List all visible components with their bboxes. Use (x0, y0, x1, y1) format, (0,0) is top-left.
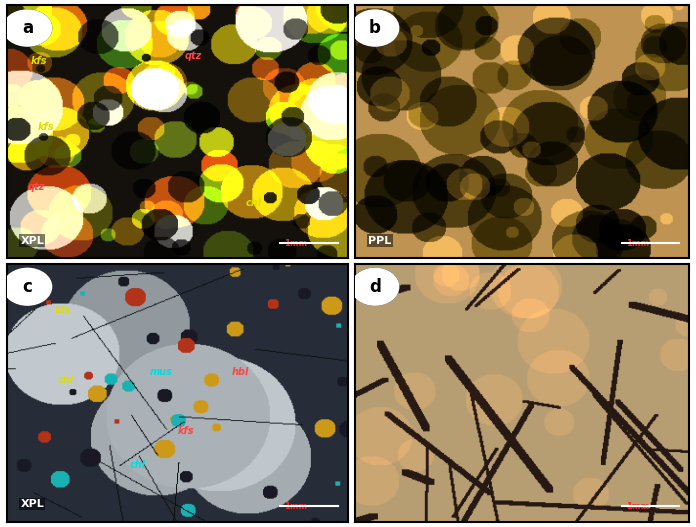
Text: XPL: XPL (21, 236, 45, 246)
Circle shape (351, 11, 398, 46)
Text: chl: chl (58, 375, 74, 385)
Text: kfs: kfs (177, 426, 194, 436)
Text: chl: chl (246, 198, 262, 208)
Text: qtz: qtz (27, 182, 45, 192)
Text: kfs: kfs (55, 305, 71, 315)
Text: PPL: PPL (368, 236, 392, 246)
Text: 1mm: 1mm (284, 239, 307, 248)
Text: 1mm: 1mm (626, 239, 649, 248)
Text: 1mm: 1mm (626, 502, 649, 511)
Text: XPL: XPL (21, 499, 45, 509)
Text: kfs: kfs (38, 122, 54, 132)
Text: mus: mus (150, 367, 173, 377)
Text: kfs: kfs (31, 56, 47, 66)
Text: chl: chl (129, 460, 146, 470)
Text: a: a (22, 19, 33, 37)
Circle shape (351, 269, 398, 305)
Text: b: b (369, 19, 381, 37)
Text: d: d (369, 278, 381, 296)
Circle shape (3, 11, 52, 46)
Circle shape (3, 269, 52, 305)
Text: hbl: hbl (232, 367, 249, 377)
Text: qtz: qtz (184, 51, 202, 61)
Text: c: c (22, 278, 32, 296)
Text: 1mm: 1mm (284, 502, 307, 511)
